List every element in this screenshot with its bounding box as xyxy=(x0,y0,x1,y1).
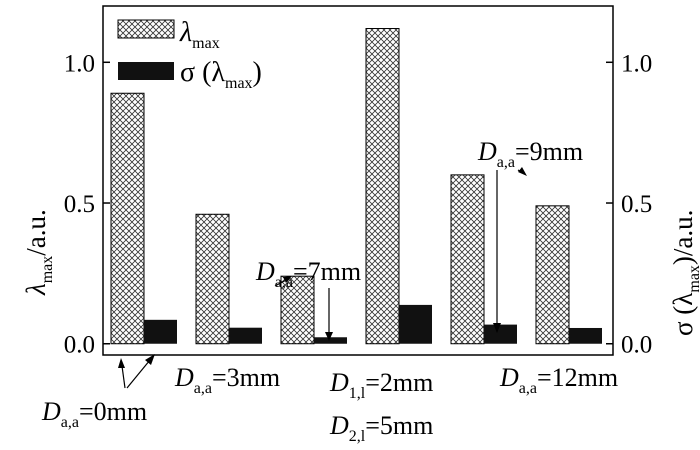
legend-label-lambda-max: λmax xyxy=(179,17,220,52)
y-tick-label-right: 0.0 xyxy=(621,332,652,359)
bar-lambda-max-2 xyxy=(280,275,315,345)
annotation-daa-7mm: Da,a=7mm xyxy=(255,257,361,291)
y-axis-ticks: 0.0 0.0 0.5 0.5 1.0 1.0 xyxy=(64,50,653,358)
arrows-0mm xyxy=(118,354,155,389)
bar-lambda-max-3 xyxy=(365,28,400,345)
bar-sigma-2 xyxy=(314,337,347,344)
bar-sigma-1 xyxy=(229,327,262,344)
annotation-daa-3mm: Da,a=3mm xyxy=(174,363,280,397)
y-tick-label-left: 1.0 xyxy=(64,50,95,77)
annotation-d2l-5mm: D2,l=5mm xyxy=(329,411,433,445)
arrow-9mm-to-sigma xyxy=(493,170,501,333)
y-axis-title-right: σ (λmax)/a.u. xyxy=(668,210,700,336)
legend-label-sigma: σ (λmax) xyxy=(180,57,262,92)
bar-sigma-4 xyxy=(484,324,517,344)
arrow-9mm-to-lambda xyxy=(517,167,527,176)
bar-sigma-0 xyxy=(144,319,177,344)
bar-sigma-5 xyxy=(569,327,602,344)
y-tick-label-left: 0.5 xyxy=(64,191,95,218)
bars xyxy=(110,28,602,345)
legend-swatch-sigma xyxy=(118,62,174,80)
annotation-daa-9mm: Da,a=9mm xyxy=(477,137,583,171)
arrow-7mm-to-sigma xyxy=(325,288,333,341)
y-tick-label-right: 0.5 xyxy=(621,191,652,218)
bar-lambda-max-0 xyxy=(110,92,145,345)
annotation-daa-12mm: Da,a=12mm xyxy=(499,363,618,397)
bar-lambda-max-1 xyxy=(195,213,230,345)
bar-sigma-3 xyxy=(399,304,432,344)
bar-lambda-max-4 xyxy=(450,174,485,345)
y-tick-label-right: 1.0 xyxy=(621,50,652,77)
legend: λmax σ (λmax) xyxy=(117,17,262,92)
legend-swatch-lambda-max xyxy=(117,19,175,39)
y-tick-label-left: 0.0 xyxy=(64,332,95,359)
plot-frame xyxy=(102,5,614,356)
bar-lambda-max-5 xyxy=(535,205,570,345)
annotation-daa-0mm: Da,a=0mm xyxy=(41,397,147,431)
arrow-7mm-to-lambda xyxy=(274,276,292,287)
y-axis-title-left: λmax/a.u. xyxy=(21,209,56,296)
annotation-d1l-2mm: D1,l=2mm xyxy=(329,368,433,402)
